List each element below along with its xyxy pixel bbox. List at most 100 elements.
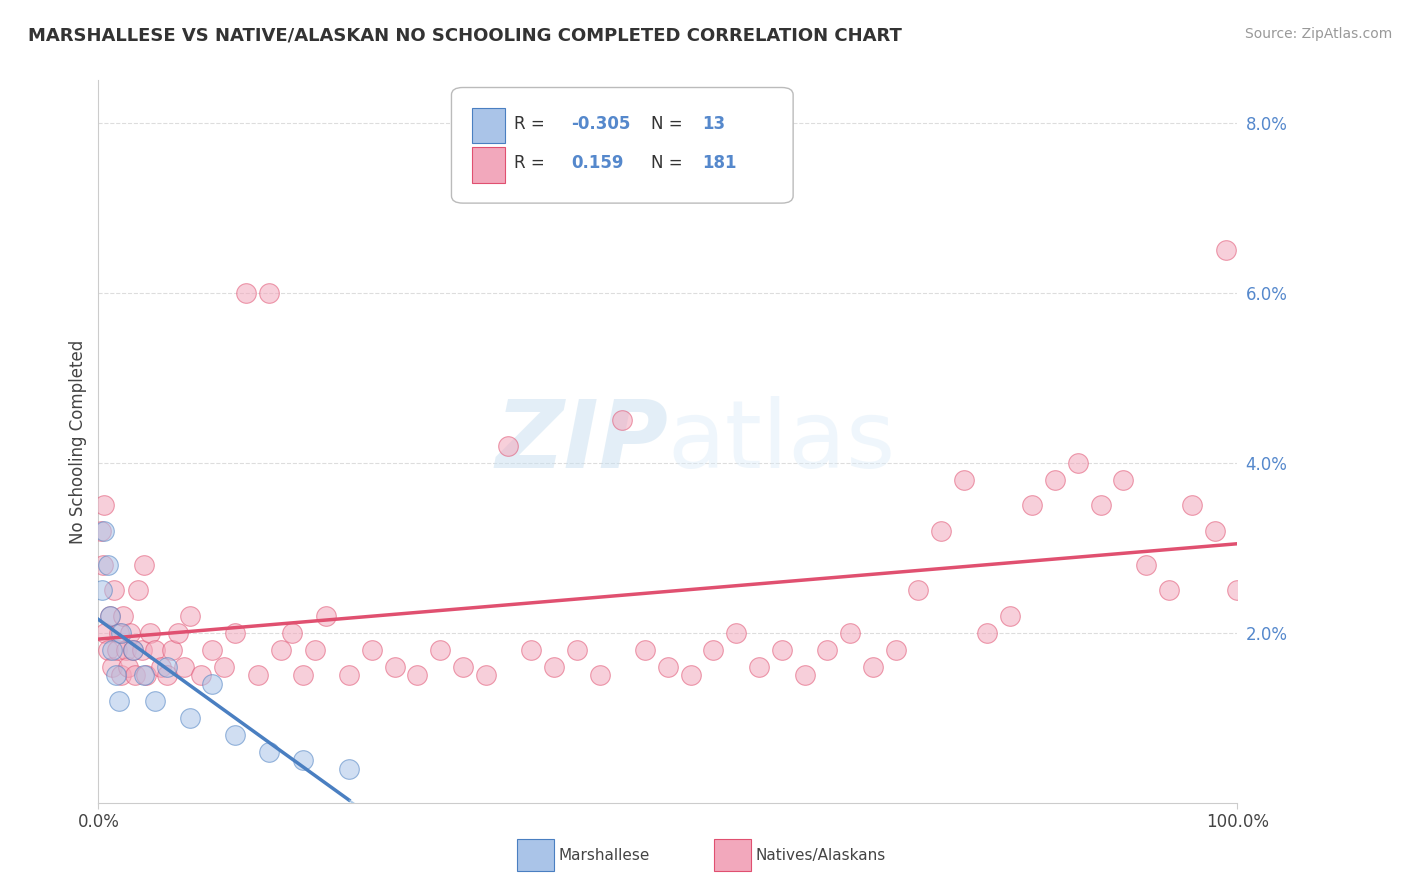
Point [292, 753, 315, 767]
Point [105, 642, 128, 657]
Point [1135, 558, 1157, 572]
Point [103, 583, 125, 598]
Point [150, 660, 173, 674]
Text: R =: R = [515, 115, 550, 133]
Point [498, 439, 520, 453]
Point [429, 642, 451, 657]
Point [907, 583, 929, 598]
Point [702, 642, 724, 657]
Point [156, 660, 179, 674]
Point [815, 642, 838, 657]
Point [93, 498, 115, 512]
Point [121, 642, 143, 657]
Point [235, 285, 257, 300]
Point [406, 668, 429, 682]
Point [839, 625, 862, 640]
Point [1067, 456, 1090, 470]
Point [110, 625, 132, 640]
Point [862, 660, 884, 674]
Text: N =: N = [651, 115, 688, 133]
FancyBboxPatch shape [472, 108, 505, 143]
Point [793, 668, 815, 682]
Point [90, 524, 112, 538]
Point [281, 625, 304, 640]
Text: Source: ZipAtlas.com: Source: ZipAtlas.com [1244, 27, 1392, 41]
Point [588, 668, 610, 682]
Point [91, 558, 114, 572]
Point [929, 524, 952, 538]
Point [145, 694, 167, 708]
Point [98, 608, 121, 623]
Point [162, 642, 184, 657]
Text: MARSHALLESE VS NATIVE/ALASKAN NO SCHOOLING COMPLETED CORRELATION CHART: MARSHALLESE VS NATIVE/ALASKAN NO SCHOOLI… [28, 27, 903, 45]
Point [108, 694, 131, 708]
Point [117, 660, 139, 674]
Point [612, 413, 634, 427]
Point [101, 660, 124, 674]
Point [120, 625, 142, 640]
Point [337, 668, 360, 682]
Point [179, 608, 201, 623]
Point [1226, 583, 1249, 598]
Point [121, 642, 143, 657]
Point [1043, 473, 1066, 487]
Point [124, 668, 146, 682]
Point [315, 608, 337, 623]
Text: 181: 181 [702, 154, 737, 172]
Point [224, 728, 246, 742]
Point [201, 642, 224, 657]
Point [770, 642, 793, 657]
Point [884, 642, 907, 657]
Point [212, 660, 235, 674]
Point [1021, 498, 1043, 512]
Point [246, 668, 269, 682]
Point [1090, 498, 1112, 512]
Point [132, 668, 155, 682]
Text: 0.159: 0.159 [571, 154, 623, 172]
Point [337, 762, 360, 776]
Point [1215, 244, 1237, 258]
Point [270, 642, 292, 657]
Point [108, 625, 131, 640]
Point [634, 642, 657, 657]
Point [173, 660, 195, 674]
Point [112, 608, 135, 623]
Point [135, 668, 157, 682]
Point [520, 642, 543, 657]
Point [565, 642, 588, 657]
Point [1181, 498, 1204, 512]
Text: Natives/Alaskans: Natives/Alaskans [755, 848, 886, 863]
Text: ZIP: ZIP [495, 395, 668, 488]
Text: atlas: atlas [668, 395, 896, 488]
Point [132, 558, 155, 572]
Point [98, 608, 121, 623]
Point [96, 558, 118, 572]
Point [127, 583, 149, 598]
Point [474, 668, 496, 682]
Point [94, 625, 117, 640]
Point [748, 660, 770, 674]
FancyBboxPatch shape [472, 147, 505, 183]
Point [1204, 524, 1226, 538]
FancyBboxPatch shape [451, 87, 793, 203]
Point [259, 745, 281, 759]
Point [1157, 583, 1180, 598]
Point [90, 583, 112, 598]
Point [179, 711, 201, 725]
Text: -0.305: -0.305 [571, 115, 630, 133]
Point [96, 642, 118, 657]
Point [384, 660, 406, 674]
Point [93, 524, 115, 538]
Point [657, 660, 679, 674]
Point [360, 642, 382, 657]
Point [224, 625, 246, 640]
Point [976, 625, 998, 640]
Point [998, 608, 1021, 623]
Point [104, 668, 127, 682]
Point [1112, 473, 1135, 487]
Point [201, 677, 224, 691]
Point [679, 668, 702, 682]
Point [156, 668, 179, 682]
Point [953, 473, 976, 487]
Point [190, 668, 212, 682]
